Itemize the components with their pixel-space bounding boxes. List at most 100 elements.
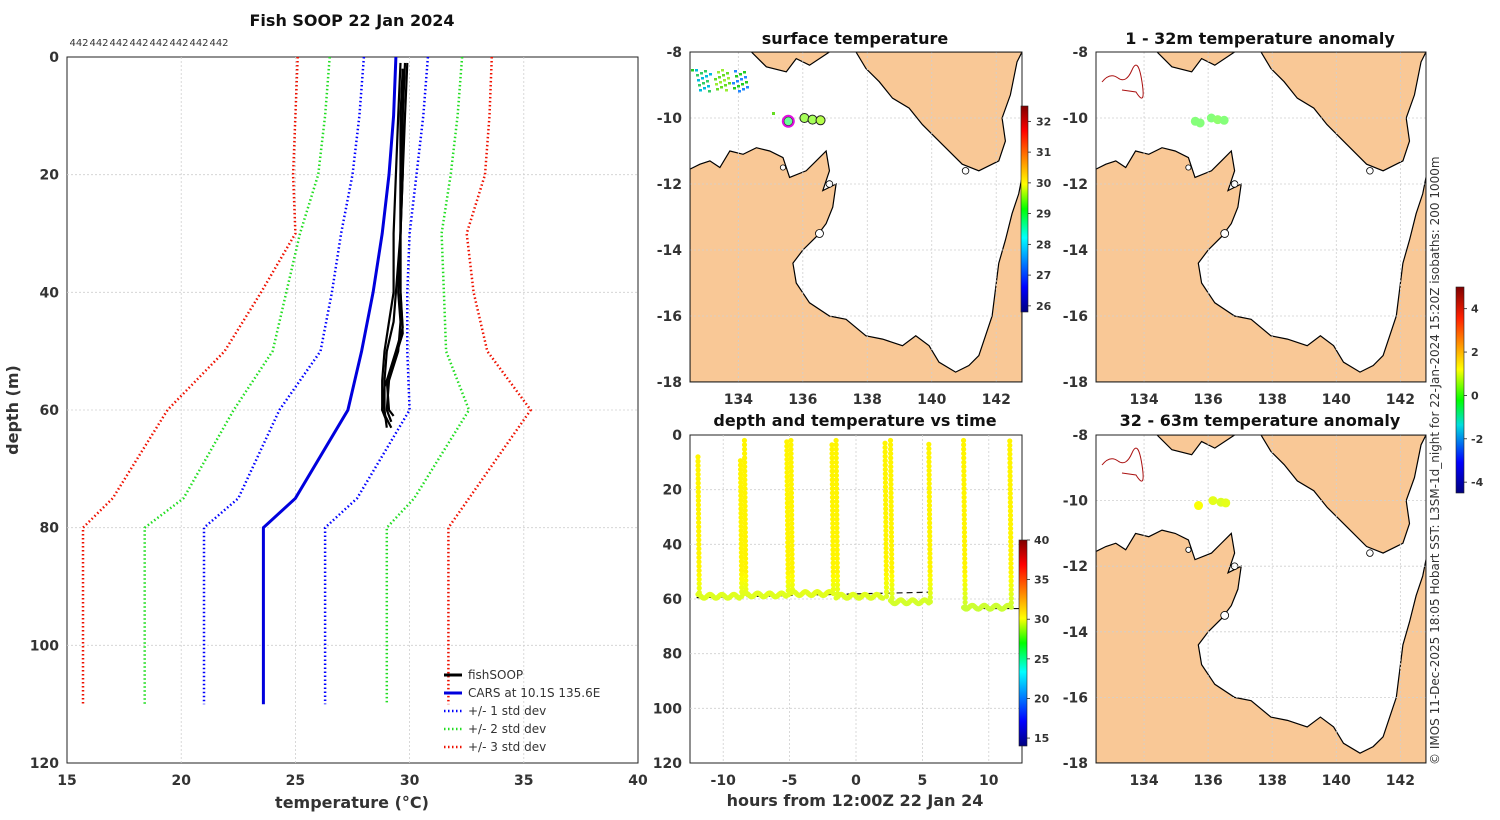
ts-data-point — [785, 552, 791, 559]
ts-data-point — [888, 547, 895, 553]
map-lat-tick-label: -12 — [657, 177, 682, 193]
ts-data-point — [927, 520, 933, 526]
ts-data-point — [889, 573, 895, 579]
ts-data-point — [785, 570, 791, 576]
ts-data-point — [961, 464, 967, 470]
x-tick-label: 25 — [286, 773, 305, 789]
ts-data-point — [889, 582, 895, 588]
ts-data-point — [788, 437, 794, 444]
ts-data-point — [961, 529, 968, 535]
satellite-speck — [699, 89, 702, 92]
ts-data-point — [888, 472, 894, 479]
ts-data-point — [1007, 438, 1013, 444]
ts-data-point — [927, 533, 933, 539]
island — [779, 164, 787, 171]
ts-data-point — [883, 567, 889, 573]
coastline-land — [1096, 435, 1426, 763]
satellite-speck — [726, 72, 729, 75]
ts-data-point — [1008, 552, 1014, 558]
satellite-speck — [725, 89, 728, 92]
ts-data-point — [888, 516, 894, 522]
ts-data-point — [789, 542, 795, 549]
ts-data-point — [742, 551, 749, 557]
map-lon-tick-label: 136 — [1194, 773, 1223, 789]
ts-data-point — [742, 494, 748, 500]
map-lon-tick-label: 138 — [1258, 392, 1287, 408]
ts-data-point — [883, 554, 889, 560]
ts-data-point — [696, 567, 702, 574]
ts-data-point — [834, 507, 840, 514]
ts-colorbar-label: 25 — [1034, 653, 1049, 666]
ts-data-point — [882, 458, 888, 464]
ts-data-point — [788, 485, 794, 492]
ts-data-point — [742, 464, 748, 470]
ts-data-point — [784, 456, 790, 462]
ts-data-point — [784, 504, 791, 511]
ts-data-point — [888, 455, 894, 461]
ts-data-point — [738, 563, 745, 569]
map-lon-tick-label: 136 — [1194, 392, 1223, 408]
ts-data-point — [927, 594, 933, 600]
ts-data-point — [834, 529, 840, 535]
count-label: 442 — [69, 38, 88, 49]
anomaly2-map-ticks: 134 136 138 140 142 -8 -10 -12 -14 -16 -18 — [1063, 428, 1415, 789]
satellite-speck — [707, 85, 710, 88]
ts-data-point — [742, 538, 749, 544]
ts-data-point — [962, 547, 968, 553]
ts-data-point — [926, 450, 932, 456]
satellite-speck — [722, 74, 725, 77]
ts-data-point — [784, 469, 790, 476]
ts-data-point — [888, 450, 894, 457]
ts-data-point — [887, 437, 894, 444]
ts-data-point — [742, 485, 748, 492]
land-group — [1096, 52, 1426, 382]
ts-x-tick-label: 5 — [918, 773, 928, 789]
ts-data-point — [888, 534, 895, 540]
sst-map-area — [690, 52, 1022, 382]
anomaly2-map-title: 32 - 63m temperature anomaly — [1120, 411, 1401, 430]
ts-data-point — [927, 542, 933, 548]
ts-data-point — [961, 525, 968, 531]
ts-data-point — [696, 541, 702, 547]
ts-data-point — [926, 481, 932, 487]
ts-data-point — [830, 555, 836, 562]
anomaly-colorbar-label: -2 — [1471, 433, 1483, 446]
satellite-speck — [739, 73, 742, 76]
map-lon-tick-label: 142 — [982, 392, 1011, 408]
map-lon-tick-label: 140 — [1322, 392, 1351, 408]
ts-data-point — [961, 507, 967, 514]
legend-label-cars: CARS at 10.1S 135.6E — [468, 686, 600, 700]
ts-data-point — [833, 472, 840, 479]
ts-data-point — [962, 590, 968, 597]
map-lat-tick-label: -10 — [1063, 494, 1089, 510]
ts-data-point — [830, 520, 836, 527]
sst-colorbar-label: 29 — [1036, 208, 1051, 221]
ts-data-point — [882, 488, 889, 494]
ts-data-point — [742, 507, 748, 514]
map-lat-tick-label: -12 — [1063, 177, 1088, 193]
satellite-speck — [746, 86, 749, 89]
ts-data-point — [882, 453, 888, 459]
fishsoop-profiles — [381, 62, 409, 429]
ts-data-point — [696, 572, 702, 578]
ts-data-point — [834, 512, 840, 518]
ts-data-point — [926, 516, 933, 522]
ts-data-point — [696, 563, 702, 569]
ts-data-point — [961, 450, 967, 457]
ts-data-point — [1008, 569, 1014, 575]
satellite-speck — [701, 77, 704, 80]
ts-data-point — [695, 471, 701, 477]
ts-data-point — [889, 564, 895, 570]
ts-x-tick-label: -5 — [782, 773, 798, 789]
ts-data-point — [888, 459, 894, 465]
ts-data-point — [961, 494, 967, 500]
ts-data-point — [830, 551, 836, 557]
ts-data-point — [829, 468, 835, 474]
satellite-speck — [716, 88, 719, 91]
anomaly2-land — [1096, 435, 1426, 763]
ts-data-point — [834, 560, 840, 566]
ts-data-point — [741, 437, 748, 444]
map-data-point — [1221, 498, 1231, 508]
ts-data-point — [883, 545, 889, 551]
ts-data-point — [695, 511, 702, 517]
